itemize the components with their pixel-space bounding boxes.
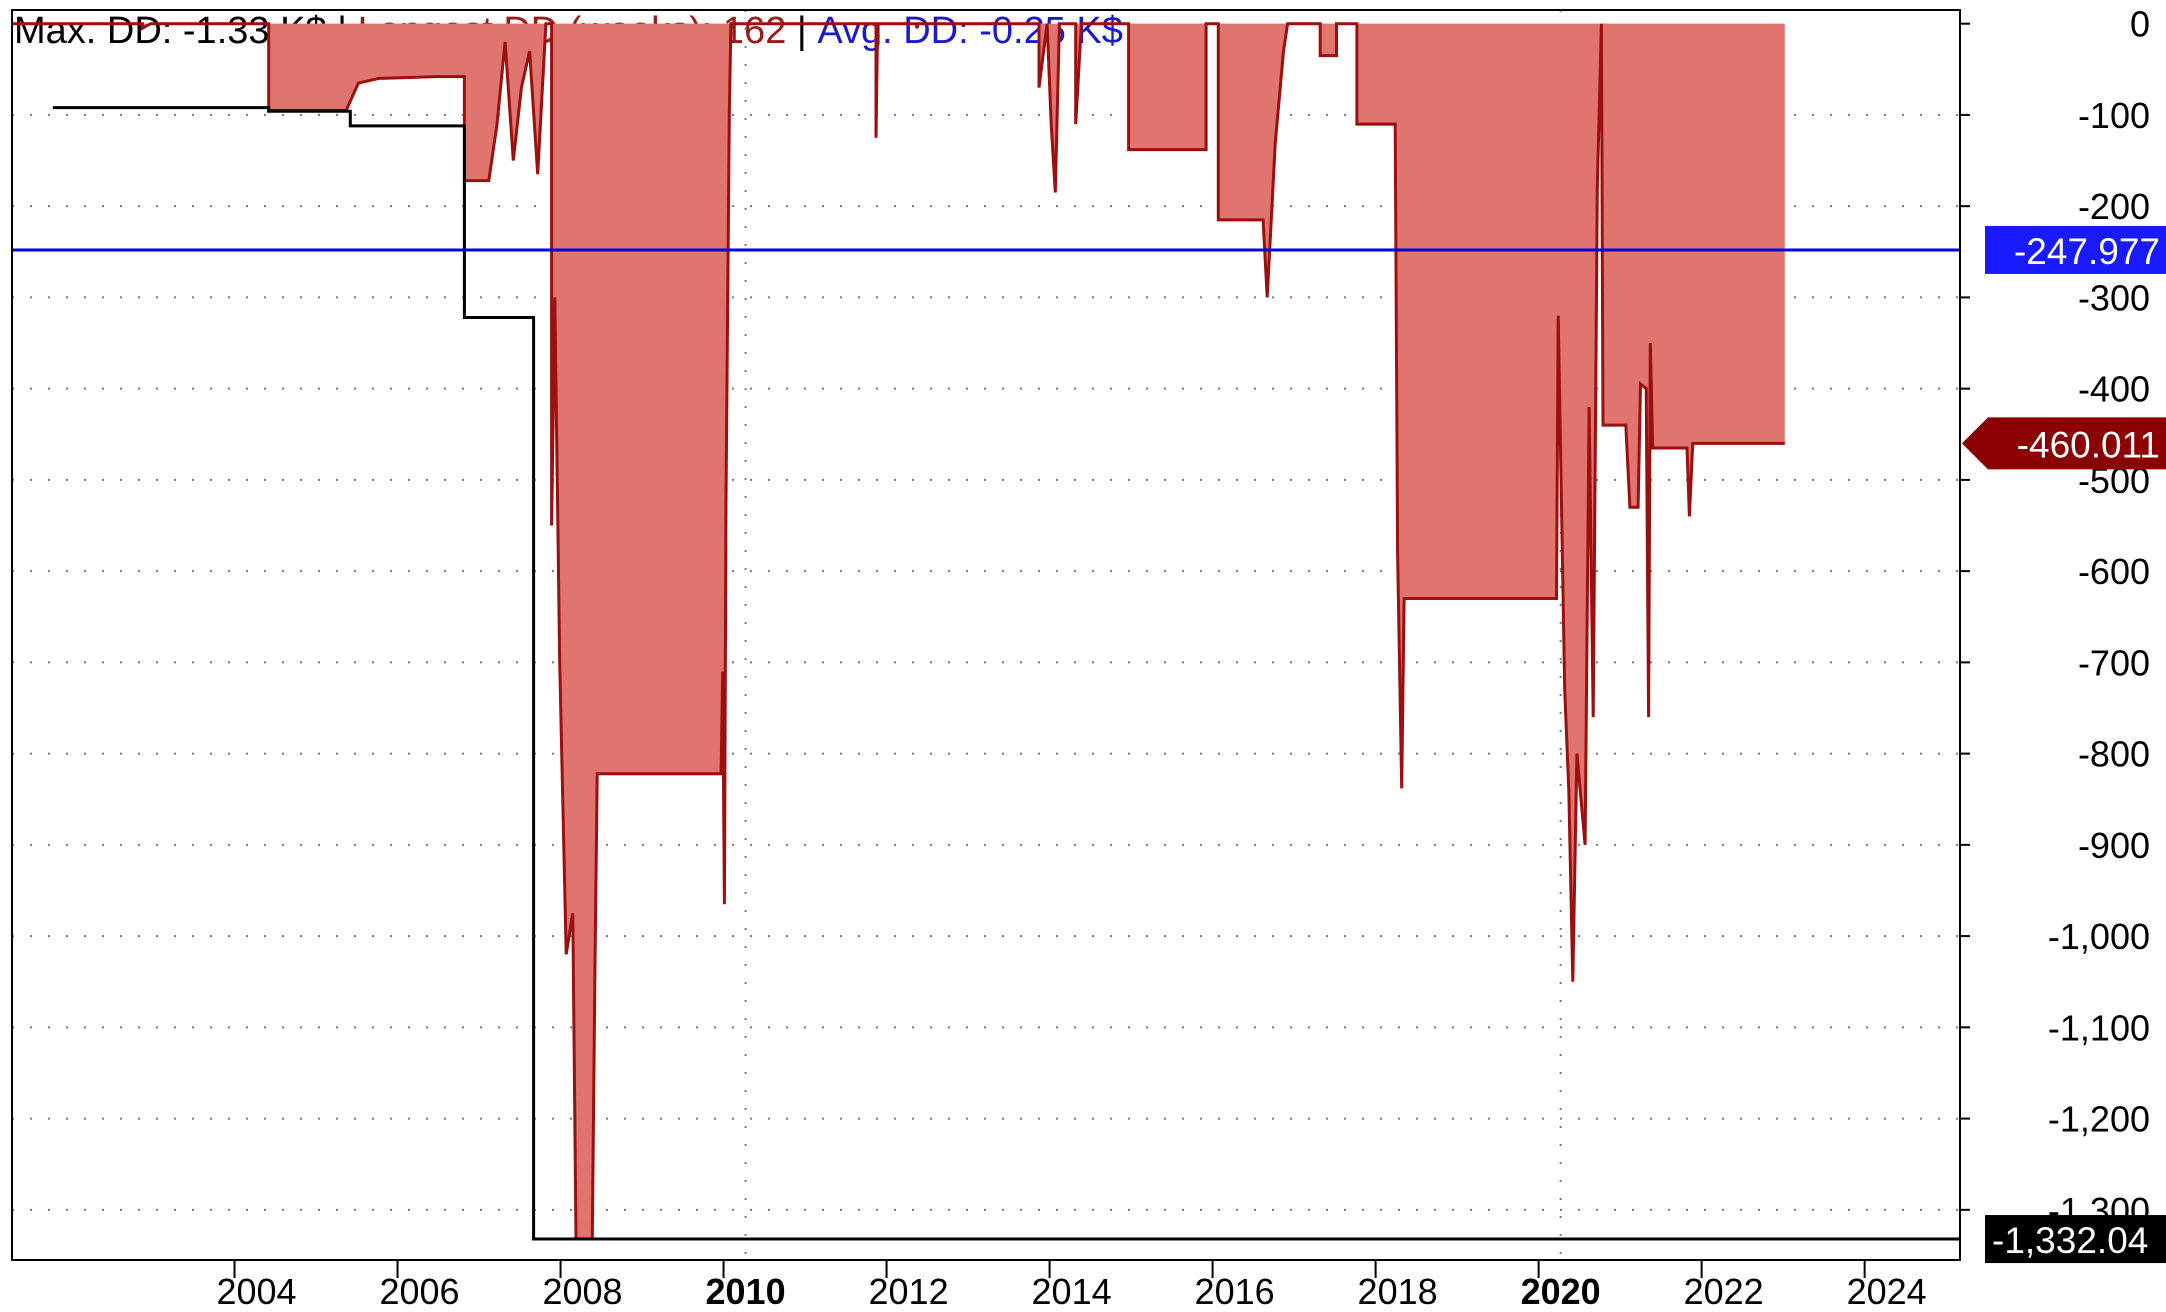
x-tick-label: 2006 — [379, 1271, 459, 1312]
x-tick-label: 2014 — [1032, 1271, 1112, 1312]
x-tick-label: 2010 — [706, 1271, 786, 1312]
y-tick-label: -200 — [2078, 186, 2150, 227]
current-value-label: -460.011 — [2017, 424, 2160, 465]
x-tick-label: 2016 — [1195, 1271, 1275, 1312]
drawdown-line — [12, 22, 1785, 1241]
grid-layer — [12, 10, 1960, 1260]
x-tick-label: 2004 — [216, 1271, 296, 1312]
avg-value-box — [1985, 225, 2166, 274]
y-axis: 0-100-200-300-400-500-600-700-800-900-1,… — [1960, 4, 2150, 1231]
x-tick-label: 2022 — [1684, 1271, 1764, 1312]
y-tick-label: -100 — [2078, 95, 2150, 136]
x-tick-label: 2012 — [869, 1271, 949, 1312]
avg-dd-label: Avg. DD: -0.25 K$ — [817, 9, 1123, 52]
y-tick-label: -700 — [2078, 642, 2150, 683]
y-tick-label: -400 — [2078, 369, 2150, 410]
x-tick-label: 2008 — [542, 1271, 622, 1312]
x-tick-label: 2024 — [1847, 1271, 1927, 1312]
x-tick-label: 2020 — [1521, 1271, 1601, 1312]
x-axis: 2004 2006 2008 2010 2012 2014 2016 2018 2020 2022… — [216, 1260, 1927, 1312]
y-tick-label: -1,200 — [2048, 1099, 2150, 1140]
y-tick-label: -1,100 — [2048, 1007, 2150, 1048]
avg-value-label: -247.977 — [2014, 231, 2160, 272]
drawdown-area — [12, 23, 1785, 1239]
max-dd-line — [52, 106, 1960, 1241]
y-tick-label: -800 — [2078, 734, 2150, 775]
min-value-box — [1985, 1215, 2166, 1264]
value-labels: -247.977 -460.011 -1,332.04 — [1962, 225, 2166, 1264]
plot-border — [11, 9, 1961, 1261]
y-tick-label: -600 — [2078, 551, 2150, 592]
x-tick-label: 2018 — [1358, 1271, 1438, 1312]
y-tick-label: -900 — [2078, 825, 2150, 866]
header-separator: | — [786, 9, 818, 52]
y-tick-label: 0 — [2130, 4, 2150, 45]
plot-frame — [11, 9, 1961, 1261]
drawdown-area-layer — [12, 22, 1785, 1241]
min-value-label: -1,332.04 — [1992, 1220, 2148, 1261]
current-value-box — [1962, 417, 2166, 470]
y-tick-label: -1,000 — [2048, 916, 2150, 957]
y-tick-label: -300 — [2078, 277, 2150, 318]
reference-lines-layer — [12, 106, 1960, 1241]
